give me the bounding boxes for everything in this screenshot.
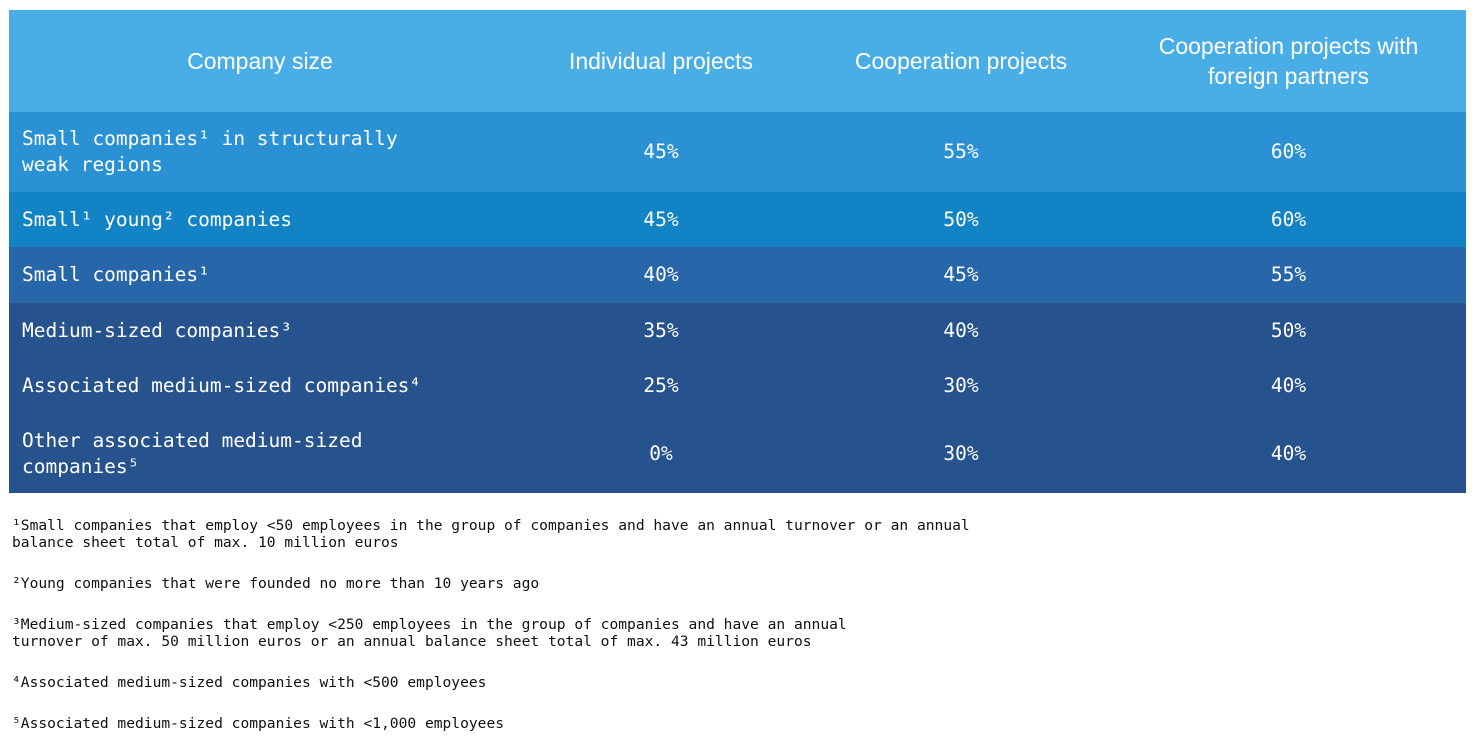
row-label-cell: Small companies¹ in structurally weak re… bbox=[9, 112, 511, 192]
row-label: Other associated medium-sized companies⁵ bbox=[22, 428, 363, 478]
rate-cell: 50% bbox=[811, 192, 1111, 247]
row-label: Medium-sized companies³ bbox=[22, 318, 293, 342]
footnote-2: ²Young companies that were founded no mo… bbox=[12, 575, 540, 592]
table-row: Small companies¹ in structurally weak re… bbox=[9, 112, 1466, 192]
table-row: Small¹ young² companies 45% 50% 60% bbox=[9, 192, 1466, 247]
header-individual-projects: Individual projects bbox=[511, 10, 811, 112]
row-label-cell: Other associated medium-sized companies⁵ bbox=[9, 414, 511, 493]
rate-cell: 55% bbox=[811, 112, 1111, 192]
rate-cell: 30% bbox=[811, 358, 1111, 414]
rate-cell: 45% bbox=[511, 112, 811, 192]
rate-cell: 40% bbox=[811, 303, 1111, 358]
rate-cell: 50% bbox=[1111, 303, 1466, 358]
table-row: Other associated medium-sized companies⁵… bbox=[9, 414, 1466, 493]
rate-cell: 25% bbox=[511, 358, 811, 414]
rate-cell: 60% bbox=[1111, 192, 1466, 247]
rate-cell: 45% bbox=[811, 247, 1111, 303]
rate-cell: 35% bbox=[511, 303, 811, 358]
row-label-cell: Associated medium-sized companies⁴ bbox=[9, 358, 511, 414]
row-label: Small¹ young² companies bbox=[22, 207, 293, 231]
header-row: Company size Individual projects Coopera… bbox=[9, 10, 1466, 112]
row-label-cell: Small¹ young² companies bbox=[9, 192, 511, 247]
rate-cell: 40% bbox=[1111, 414, 1466, 493]
footnotes: ¹Small companies that employ <50 employe… bbox=[12, 517, 992, 756]
header-company-size: Company size bbox=[9, 10, 511, 112]
table-row: Medium-sized companies³ 35% 40% 50% bbox=[9, 303, 1466, 358]
row-label-cell: Small companies¹ bbox=[9, 247, 511, 303]
header-cooperation-foreign: Cooperation projects with foreign partne… bbox=[1111, 10, 1466, 112]
footnote-5: ⁵Associated medium-sized companies with … bbox=[12, 715, 505, 732]
row-label-cell: Medium-sized companies³ bbox=[9, 303, 511, 358]
row-label: Small companies¹ in structurally weak re… bbox=[22, 127, 398, 176]
footnote-1: ¹Small companies that employ <50 employe… bbox=[12, 517, 970, 551]
rate-cell: 60% bbox=[1111, 112, 1466, 192]
rate-cell: 55% bbox=[1111, 247, 1466, 303]
header-cooperation-projects: Cooperation projects bbox=[811, 10, 1111, 112]
table-row: Associated medium-sized companies⁴ 25% 30%… bbox=[9, 358, 1466, 414]
rate-cell: 0% bbox=[511, 414, 811, 493]
row-label: Associated medium-sized companies⁴ bbox=[22, 374, 422, 397]
funding-rates-table: Company size Individual projects Coopera… bbox=[9, 10, 1466, 493]
footnote-3: ³Medium-sized companies that employ <250… bbox=[12, 616, 847, 650]
rate-cell: 40% bbox=[511, 247, 811, 303]
rate-cell: 45% bbox=[511, 192, 811, 247]
footnote-4: ⁴Associated medium-sized companies with … bbox=[12, 674, 487, 691]
rate-cell: 40% bbox=[1111, 358, 1466, 414]
row-label: Small companies¹ bbox=[22, 263, 210, 286]
table-row: Small companies¹ 40% 45% 55% bbox=[9, 247, 1466, 303]
rate-cell: 30% bbox=[811, 414, 1111, 493]
